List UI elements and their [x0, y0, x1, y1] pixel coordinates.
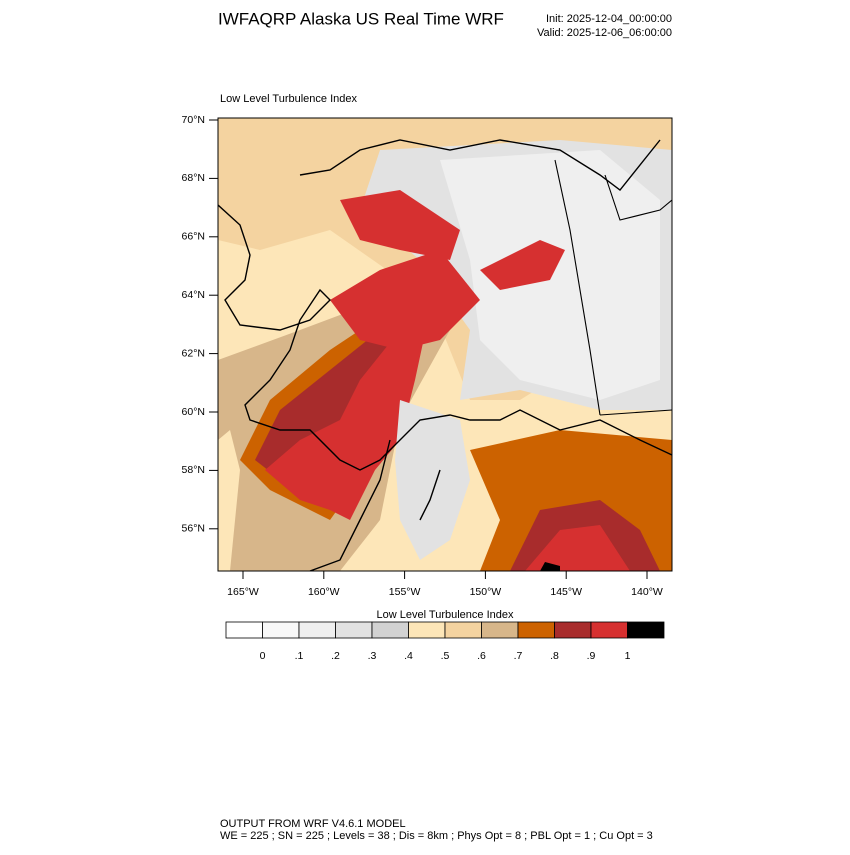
coastlines	[218, 139, 672, 571]
colorbar-tick-label: .4	[404, 650, 413, 662]
coastline	[419, 469, 441, 521]
colorbar-tick-label: .5	[441, 650, 450, 662]
colorbar-tick-label: .1	[295, 650, 304, 662]
lat-tick-label: 64°N	[182, 289, 205, 301]
valid-time: Valid: 2025-12-06_06:00:00	[537, 27, 672, 39]
colorbar-tick-label: .7	[514, 650, 523, 662]
border	[604, 174, 672, 221]
title: IWFAQRP Alaska US Real Time WRF	[218, 9, 504, 28]
colorbar-box	[481, 621, 519, 639]
colorbar-title: Low Level Turbulence Index	[377, 609, 514, 621]
lat-tick-label: 60°N	[182, 406, 205, 418]
field-region	[395, 400, 470, 560]
colorbar-box	[225, 621, 263, 639]
colorbar-tick-label: .6	[477, 650, 486, 662]
colorbar-box	[335, 621, 373, 639]
map-frame	[217, 117, 673, 572]
colorbar-box	[444, 621, 482, 639]
lon-tick-label: 145°W	[550, 586, 582, 598]
field-region	[540, 562, 560, 571]
colorbar-box	[627, 621, 665, 639]
colorbar-box	[371, 621, 409, 639]
field-region	[265, 310, 430, 520]
map-label: Low Level Turbulence Index	[220, 93, 357, 105]
colorbar-tick-label: 1	[625, 650, 631, 662]
coastline	[309, 439, 391, 571]
field-region	[340, 190, 460, 260]
colorbar-box	[517, 621, 555, 639]
lon-tick-label: 150°W	[470, 586, 502, 598]
lat-tick-label: 62°N	[182, 347, 205, 359]
border	[554, 159, 601, 416]
coastline	[218, 204, 672, 471]
lat-tick-label: 58°N	[182, 464, 205, 476]
border	[599, 409, 672, 416]
field-region	[218, 430, 240, 571]
footer-line: OUTPUT FROM WRF V4.6.1 MODEL	[220, 818, 406, 830]
colorbar-tick-label: .9	[587, 650, 596, 662]
lon-tick-label: 160°W	[308, 586, 340, 598]
colorbar-tick-label: 0	[260, 650, 266, 662]
footer-line: WE = 225 ; SN = 225 ; Levels = 38 ; Dis …	[220, 830, 653, 842]
colorbar-tick-label: .2	[331, 650, 340, 662]
colorbar-box	[262, 621, 300, 639]
lat-tick-label: 66°N	[182, 231, 205, 243]
lat-tick-label: 70°N	[182, 114, 205, 126]
field-region	[525, 525, 630, 571]
colorbar-box	[408, 621, 446, 639]
colorbar-box	[590, 621, 628, 639]
lon-tick-label: 155°W	[389, 586, 421, 598]
init-time: Init: 2025-12-04_00:00:00	[546, 13, 672, 25]
coastline	[299, 139, 661, 191]
colorbar-box	[298, 621, 336, 639]
lat-tick-label: 56°N	[182, 523, 205, 535]
lon-tick-label: 165°W	[227, 586, 259, 598]
colorbar-tick-label: .8	[550, 650, 559, 662]
map-field	[218, 118, 672, 571]
lon-tick-label: 140°W	[631, 586, 663, 598]
lat-tick-label: 68°N	[182, 172, 205, 184]
colorbar-tick-label: .3	[368, 650, 377, 662]
field-region	[330, 250, 480, 350]
colorbar-box	[554, 621, 592, 639]
field-region	[480, 240, 565, 290]
